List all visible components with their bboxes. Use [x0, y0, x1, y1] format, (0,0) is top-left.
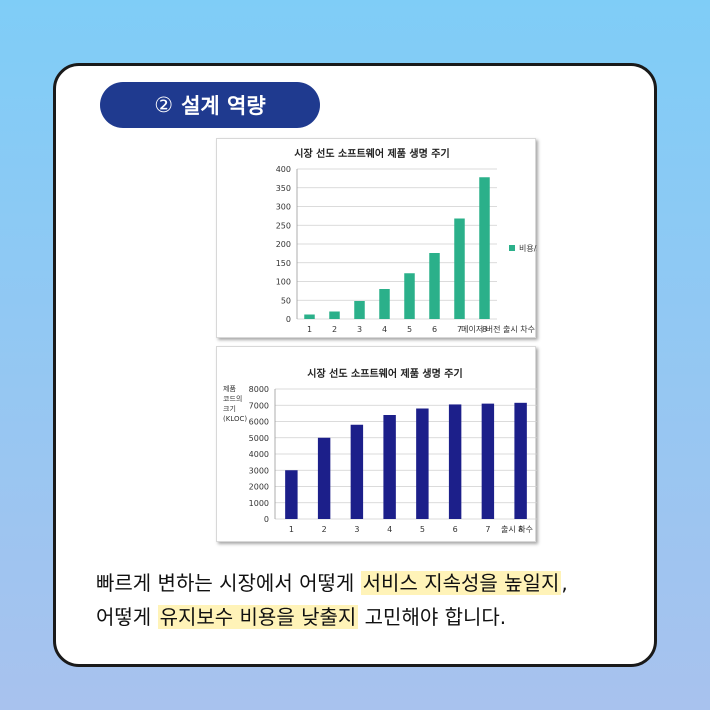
y-tick-label: 250 [276, 221, 291, 230]
y-tick-label: 4000 [249, 450, 269, 459]
body-line-1-start: 빠르게 변하는 시장에서 어떻게 [96, 571, 361, 595]
y-tick-label: 0 [264, 515, 269, 524]
bar [404, 273, 415, 319]
y-axis-label-line: 제품 [223, 385, 236, 393]
chart-title: 시장 선도 소프트웨어 제품 생명 주기 [294, 147, 449, 160]
body-line-2-start: 어떻게 [96, 605, 158, 629]
x-axis-label: 출시 차수 [501, 524, 533, 534]
bar [479, 177, 490, 319]
y-tick-label: 350 [276, 184, 291, 193]
x-tick-label: 5 [407, 325, 412, 334]
y-tick-label: 100 [276, 278, 291, 287]
x-tick-label: 2 [332, 325, 337, 334]
body-line-1: 빠르게 변하는 시장에서 어떻게 서비스 지속성을 높일지, [96, 566, 636, 600]
y-tick-label: 0 [286, 315, 291, 324]
y-tick-label: 8000 [249, 385, 269, 394]
body-line-2-end: 고민해야 합니다. [358, 605, 507, 629]
chart-code-size-svg: 시장 선도 소프트웨어 제품 생명 주기 0 1000 2000 3000 4000 500… [223, 367, 537, 534]
y-axis-label-line: 코드의 [223, 394, 242, 403]
legend-label: 비용/코드 줄 수 [519, 244, 537, 253]
section-number: ② [154, 93, 174, 117]
content-card: ② 설계 역량 시장 선도 소프트웨어 제품 생명 주기 0 50 100 150 200… [53, 63, 657, 667]
y-axis-label-line: 크기 [223, 404, 236, 413]
chart-title: 시장 선도 소프트웨어 제품 생명 주기 [307, 367, 462, 380]
x-tick-label: 7 [457, 325, 462, 334]
y-tick-label: 6000 [249, 418, 269, 427]
body-text: 빠르게 변하는 시장에서 어떻게 서비스 지속성을 높일지, 어떻게 유지보수 … [96, 566, 636, 634]
bar [354, 301, 365, 319]
bar [350, 424, 364, 519]
y-tick-label: 50 [281, 296, 291, 305]
bar [383, 415, 396, 519]
x-tick-label: 3 [354, 525, 359, 534]
y-tick-label: 2000 [249, 483, 269, 492]
bar [329, 311, 340, 319]
x-tick-label: 8 [482, 325, 487, 334]
x-tick-label: 6 [432, 325, 437, 334]
bar [379, 289, 390, 319]
y-axis-label-line: (KLOC) [223, 415, 247, 423]
highlight-maintenance-cost: 유지보수 비용을 낮출지 [157, 605, 359, 629]
x-tick-label: 4 [387, 525, 392, 534]
x-tick-label: 2 [322, 525, 327, 534]
bar [304, 314, 315, 319]
x-tick-label: 3 [357, 325, 362, 334]
section-title-pill: ② 설계 역량 [100, 82, 320, 128]
body-line-2: 어떻게 유지보수 비용을 낮출지 고민해야 합니다. [96, 600, 636, 634]
x-tick-label: 7 [485, 525, 490, 534]
bar [454, 218, 465, 319]
y-tick-label: 5000 [249, 434, 269, 443]
chart-cost-per-line: 시장 선도 소프트웨어 제품 생명 주기 0 50 100 150 200 250 300 35… [216, 138, 537, 338]
body-line-1-end: , [561, 571, 568, 595]
y-tick-label: 150 [276, 259, 291, 268]
section-title: 설계 역량 [181, 94, 266, 118]
x-tick-label: 6 [453, 525, 458, 534]
y-tick-label: 200 [276, 240, 291, 249]
bar [317, 437, 331, 519]
y-tick-label: 7000 [249, 401, 269, 410]
x-tick-label: 1 [289, 525, 294, 534]
y-tick-label: 400 [276, 165, 291, 174]
y-tick-label: 3000 [249, 466, 269, 475]
x-tick-label: 4 [382, 325, 387, 334]
x-axis-label: 메이저 버전 출시 차수 [461, 324, 535, 334]
x-tick-label: 8 [518, 525, 523, 534]
x-tick-label: 1 [307, 325, 312, 334]
chart-code-size: 시장 선도 소프트웨어 제품 생명 주기 0 1000 2000 3000 4000 500… [216, 346, 537, 542]
legend-swatch [509, 245, 515, 251]
highlight-service-continuity: 서비스 지속성을 높일지 [360, 571, 562, 595]
bar [448, 404, 462, 519]
bar [429, 253, 440, 319]
bar [514, 402, 527, 519]
bar [481, 403, 495, 519]
bar [285, 470, 298, 519]
y-tick-label: 1000 [249, 499, 269, 508]
x-tick-label: 5 [420, 525, 425, 534]
bar [416, 408, 429, 519]
y-tick-label: 300 [276, 203, 291, 212]
chart-cost-per-line-svg: 시장 선도 소프트웨어 제품 생명 주기05010015020025030035… [276, 147, 537, 334]
